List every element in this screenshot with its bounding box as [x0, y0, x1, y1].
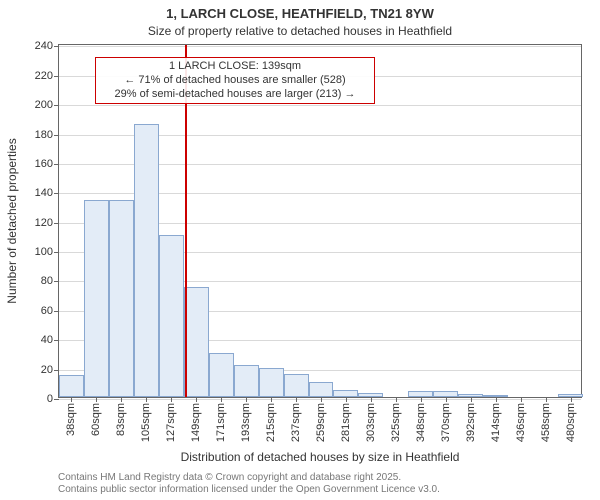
gridline: [59, 105, 581, 106]
x-tick-label: 149sqm: [190, 403, 202, 442]
histogram-bar: [84, 200, 109, 397]
x-tick-mark: [371, 397, 372, 402]
y-tick-label: 160: [35, 158, 59, 170]
x-tick-label: 325sqm: [390, 403, 402, 442]
x-tick-mark: [421, 397, 422, 402]
x-tick-mark: [321, 397, 322, 402]
x-tick-label: 480sqm: [565, 403, 577, 442]
histogram-bar: [109, 200, 134, 397]
footer-attribution: Contains HM Land Registry data © Crown c…: [58, 472, 440, 496]
x-tick-mark: [446, 397, 447, 402]
x-tick-mark: [146, 397, 147, 402]
x-tick-mark: [196, 397, 197, 402]
histogram-bar: [159, 235, 184, 397]
x-tick-label: 303sqm: [365, 403, 377, 442]
x-tick-label: 414sqm: [490, 403, 502, 442]
y-tick-label: 20: [41, 364, 59, 376]
x-tick-label: 60sqm: [90, 403, 102, 436]
x-tick-label: 281sqm: [340, 403, 352, 442]
x-tick-mark: [171, 397, 172, 402]
y-tick-label: 40: [41, 334, 59, 346]
gridline: [59, 399, 581, 400]
y-tick-label: 0: [47, 393, 59, 405]
x-tick-mark: [246, 397, 247, 402]
x-tick-label: 392sqm: [465, 403, 477, 442]
histogram-bar: [134, 124, 159, 397]
x-tick-label: 83sqm: [115, 403, 127, 436]
chart-container: 1, LARCH CLOSE, HEATHFIELD, TN21 8YW Siz…: [0, 0, 600, 500]
y-tick-label: 200: [35, 99, 59, 111]
y-tick-label: 220: [35, 70, 59, 82]
chart-title-line2: Size of property relative to detached ho…: [0, 24, 600, 38]
footer-line2: Contains public sector information licen…: [58, 484, 440, 496]
x-tick-label: 171sqm: [215, 403, 227, 442]
x-tick-mark: [296, 397, 297, 402]
histogram-bar: [259, 368, 284, 397]
y-tick-label: 120: [35, 217, 59, 229]
x-tick-mark: [496, 397, 497, 402]
x-tick-label: 436sqm: [515, 403, 527, 442]
histogram-bar: [333, 390, 358, 397]
annotation-line-3: 29% of semi-detached houses are larger (…: [100, 88, 370, 102]
y-tick-label: 100: [35, 246, 59, 258]
annotation-box: 1 LARCH CLOSE: 139sqm← 71% of detached h…: [95, 57, 375, 104]
x-tick-label: 38sqm: [65, 403, 77, 436]
histogram-bar: [234, 365, 259, 397]
gridline: [59, 46, 581, 47]
x-tick-label: 370sqm: [440, 403, 452, 442]
x-tick-mark: [221, 397, 222, 402]
x-tick-mark: [346, 397, 347, 402]
annotation-line-1: 1 LARCH CLOSE: 139sqm: [100, 60, 370, 74]
chart-title-line1: 1, LARCH CLOSE, HEATHFIELD, TN21 8YW: [0, 6, 600, 21]
histogram-bar: [309, 382, 334, 397]
x-tick-label: 193sqm: [240, 403, 252, 442]
x-tick-mark: [96, 397, 97, 402]
x-tick-mark: [271, 397, 272, 402]
x-tick-mark: [121, 397, 122, 402]
plot-area: 02040608010012014016018020022024038sqm60…: [58, 44, 582, 398]
y-tick-label: 140: [35, 187, 59, 199]
x-tick-mark: [521, 397, 522, 402]
x-tick-mark: [571, 397, 572, 402]
x-tick-mark: [471, 397, 472, 402]
histogram-bar: [59, 375, 84, 397]
x-tick-label: 237sqm: [290, 403, 302, 442]
x-tick-label: 348sqm: [415, 403, 427, 442]
footer-line1: Contains HM Land Registry data © Crown c…: [58, 472, 440, 484]
annotation-line-2: ← 71% of detached houses are smaller (52…: [100, 74, 370, 88]
histogram-bar: [209, 353, 234, 397]
x-tick-mark: [396, 397, 397, 402]
x-tick-label: 105sqm: [140, 403, 152, 442]
x-tick-label: 458sqm: [540, 403, 552, 442]
x-tick-mark: [546, 397, 547, 402]
histogram-bar: [184, 287, 209, 397]
y-tick-label: 180: [35, 129, 59, 141]
y-tick-label: 60: [41, 305, 59, 317]
x-tick-label: 127sqm: [165, 403, 177, 442]
histogram-bar: [284, 374, 309, 398]
y-tick-label: 80: [41, 275, 59, 287]
y-axis-title: Number of detached properties: [5, 138, 19, 303]
y-tick-label: 240: [35, 40, 59, 52]
x-axis-title: Distribution of detached houses by size …: [58, 450, 582, 464]
x-tick-mark: [71, 397, 72, 402]
x-tick-label: 259sqm: [315, 403, 327, 442]
x-tick-label: 215sqm: [265, 403, 277, 442]
